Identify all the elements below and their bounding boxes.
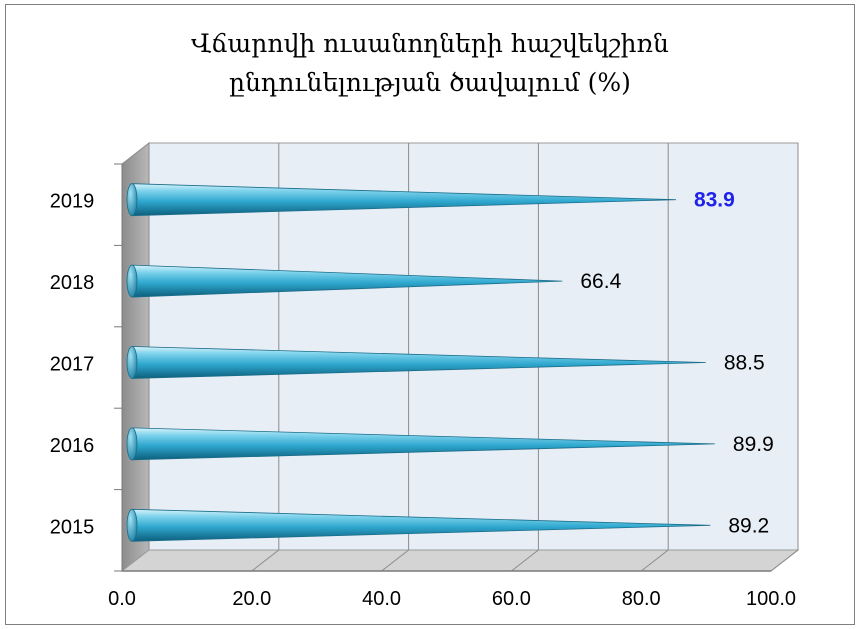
floor-gridline <box>511 549 539 572</box>
x-tick-label: 0.0 <box>108 588 136 610</box>
chart-title: Վճարովի ուսանողների հաշվեկշիռն ընդունելո… <box>0 24 860 102</box>
bar <box>126 427 715 461</box>
x-tick-label: 100.0 <box>746 588 796 610</box>
x-tick-label: 40.0 <box>362 588 401 610</box>
bar-cone-base <box>126 346 138 379</box>
y-tick-label: 2018 <box>50 272 95 294</box>
floor-gridline <box>770 549 799 572</box>
bar-cone-base <box>126 264 138 298</box>
x-tick-label: 20.0 <box>232 588 271 610</box>
bar <box>126 264 563 298</box>
x-tick-label: 80.0 <box>622 588 661 610</box>
data-label: 88.5 <box>724 352 765 375</box>
data-label: 89.2 <box>728 514 769 537</box>
floor-gridline <box>640 549 669 572</box>
bar-cone-base <box>126 508 138 542</box>
bar <box>126 183 676 217</box>
y-tick-label: 2016 <box>50 435 95 457</box>
bar <box>126 508 711 542</box>
chart-title-line-2: ընդունելության ծավալում (%) <box>229 68 631 97</box>
y-tick-label: 2019 <box>50 191 95 213</box>
floor-gridline <box>381 549 409 572</box>
y-tick-label: 2015 <box>50 516 95 538</box>
chart-title-line-1: Վճարովի ուսանողների հաշվեկշիռն <box>191 29 669 58</box>
data-label: 83.9 <box>694 189 735 212</box>
x-tick-label: 60.0 <box>492 588 531 610</box>
bar-cone-base <box>126 427 138 461</box>
floor-gridline <box>251 549 280 572</box>
data-label: 89.9 <box>733 433 774 456</box>
y-tick-label: 2017 <box>50 354 95 376</box>
bar-cone-base <box>126 183 138 217</box>
plot-floor <box>120 549 800 572</box>
data-label: 66.4 <box>580 270 621 293</box>
bar <box>126 346 706 379</box>
